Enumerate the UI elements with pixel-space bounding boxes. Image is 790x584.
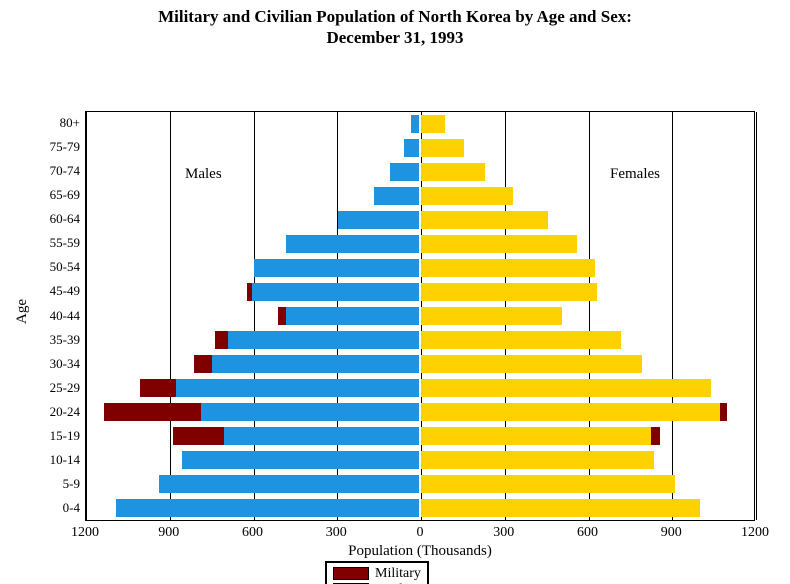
age-row (86, 475, 754, 493)
age-row (86, 235, 754, 253)
female-civilian-bar (421, 403, 720, 421)
age-label: 10-14 (30, 452, 80, 468)
x-axis-title: Population (Thousands) (85, 543, 755, 560)
age-row (86, 259, 754, 277)
age-row (86, 355, 754, 373)
age-label: 50-54 (30, 259, 80, 275)
male-military-bar (215, 331, 228, 349)
age-label: 75-79 (30, 139, 80, 155)
females-label: Females (610, 166, 660, 183)
male-military-bar (194, 355, 212, 373)
male-civilian-bar (224, 427, 419, 445)
x-tick-label: 900 (661, 525, 682, 541)
age-label: 55-59 (30, 235, 80, 251)
age-label: 45-49 (30, 283, 80, 299)
age-row (86, 427, 754, 445)
female-military-bar (651, 427, 659, 445)
age-label: 5-9 (30, 476, 80, 492)
male-civilian-bar (201, 403, 419, 421)
male-civilian-bar (254, 259, 419, 277)
age-label: 65-69 (30, 187, 80, 203)
age-row (86, 403, 754, 421)
legend: MilitaryCivilian (325, 561, 429, 584)
male-civilian-bar (212, 355, 419, 373)
female-military-bar (720, 403, 727, 421)
age-row (86, 115, 754, 133)
female-civilian-bar (421, 259, 595, 277)
y-axis-title: Age (14, 299, 31, 324)
age-label: 25-29 (30, 380, 80, 396)
title-line-1: Military and Civilian Population of Nort… (158, 7, 632, 26)
male-civilian-bar (374, 187, 419, 205)
male-civilian-bar (228, 331, 419, 349)
female-civilian-bar (421, 163, 485, 181)
x-tick-label: 300 (493, 525, 514, 541)
age-row (86, 211, 754, 229)
male-military-bar (104, 403, 202, 421)
male-civilian-bar (176, 379, 419, 397)
male-civilian-bar (404, 139, 419, 157)
legend-item: Military (333, 566, 421, 582)
males-label: Males (185, 166, 222, 183)
gridline (756, 112, 757, 520)
male-civilian-bar (286, 235, 419, 253)
male-civilian-bar (390, 163, 419, 181)
x-tick-label: 300 (326, 525, 347, 541)
age-row (86, 331, 754, 349)
male-military-bar (278, 307, 286, 325)
age-label: 0-4 (30, 500, 80, 516)
chart-title: Military and Civilian Population of Nort… (0, 0, 790, 53)
male-civilian-bar (116, 499, 419, 517)
female-civilian-bar (421, 283, 597, 301)
female-civilian-bar (421, 211, 548, 229)
female-civilian-bar (421, 187, 513, 205)
age-label: 15-19 (30, 428, 80, 444)
age-row (86, 379, 754, 397)
female-civilian-bar (421, 115, 445, 133)
female-civilian-bar (421, 499, 700, 517)
legend-label: Military (375, 566, 421, 582)
title-line-2: December 31, 1993 (326, 28, 463, 47)
age-label: 20-24 (30, 404, 80, 420)
x-tick-label: 600 (577, 525, 598, 541)
female-civilian-bar (421, 427, 651, 445)
female-civilian-bar (421, 451, 654, 469)
x-tick-label: 0 (417, 525, 424, 541)
age-label: 40-44 (30, 308, 80, 324)
age-row (86, 283, 754, 301)
female-civilian-bar (421, 235, 577, 253)
female-civilian-bar (421, 355, 642, 373)
x-tick-label: 600 (242, 525, 263, 541)
age-label: 80+ (30, 115, 80, 131)
male-civilian-bar (182, 451, 419, 469)
male-civilian-bar (252, 283, 420, 301)
age-row (86, 307, 754, 325)
female-civilian-bar (421, 475, 675, 493)
x-tick-label: 900 (158, 525, 179, 541)
legend-swatch (333, 567, 369, 580)
age-label: 30-34 (30, 356, 80, 372)
x-tick-label: 1200 (71, 525, 99, 541)
male-civilian-bar (159, 475, 419, 493)
female-civilian-bar (421, 139, 464, 157)
female-civilian-bar (421, 331, 621, 349)
x-tick-label: 1200 (741, 525, 769, 541)
age-label: 70-74 (30, 163, 80, 179)
age-row (86, 187, 754, 205)
male-military-bar (140, 379, 176, 397)
male-civilian-bar (411, 115, 419, 133)
female-civilian-bar (421, 379, 711, 397)
female-civilian-bar (421, 307, 562, 325)
age-row (86, 499, 754, 517)
male-military-bar (247, 283, 251, 301)
age-label: 35-39 (30, 332, 80, 348)
male-military-bar (173, 427, 223, 445)
male-civilian-bar (338, 211, 419, 229)
age-label: 60-64 (30, 211, 80, 227)
age-row (86, 451, 754, 469)
male-civilian-bar (286, 307, 419, 325)
age-row (86, 139, 754, 157)
